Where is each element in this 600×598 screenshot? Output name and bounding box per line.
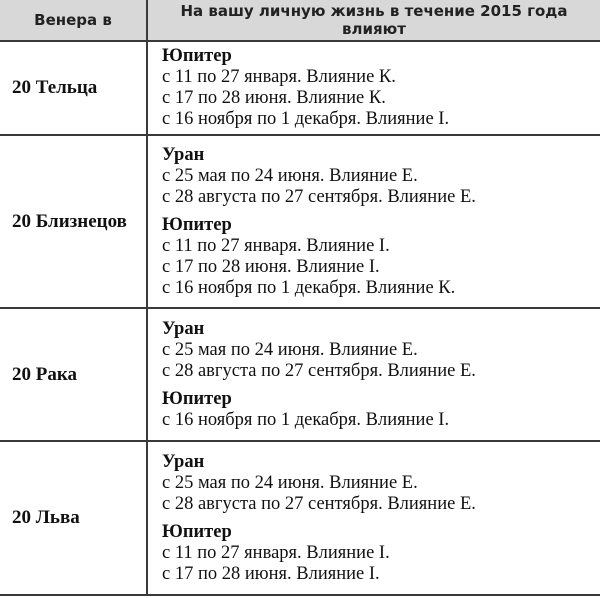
influence-period: с 28 августа по 27 сентября. Влияние Е. [162, 493, 476, 514]
planet-group: Юпитер с 16 ноября по 1 декабря. Влияние … [162, 389, 600, 431]
header-influences: На вашу личную жизнь в течение 2015 года… [146, 0, 600, 42]
influence-period: с 17 по 28 июня. Влияние I. [162, 256, 380, 277]
venus-position: 20 Рака [0, 307, 148, 442]
venus-position: 20 Близнецов [0, 134, 148, 309]
planet-name: Юпитер [162, 521, 232, 542]
table-row: 20 Рака Уран с 25 мая по 24 июня. Влияние … [0, 307, 600, 442]
planet-group: Уран с 25 мая по 24 июня. Влияние Е. с 28 … [162, 452, 600, 515]
influences-cell: Уран с 25 мая по 24 июня. Влияние Е. с 28 … [146, 307, 600, 442]
influence-period: с 11 по 27 января. Влияние К. [162, 67, 396, 87]
influences-cell: Юпитер с 11 по 27 января. Влияние К. с 17 … [146, 40, 600, 136]
influence-period: с 16 ноября по 1 декабря. Влияние I. [162, 109, 450, 129]
influence-period: с 11 по 27 января. Влияние I. [162, 235, 390, 256]
influence-period: с 16 ноября по 1 декабря. Влияние К. [162, 277, 456, 298]
header-venus: Венера в [0, 0, 148, 42]
influence-period: с 17 по 28 июня. Влияние I. [162, 563, 380, 584]
planet-name: Уран [162, 318, 205, 339]
planet-name: Уран [162, 144, 205, 165]
planet-name: Юпитер [162, 214, 232, 235]
table-row: 20 Близнецов Уран с 25 мая по 24 июня. Вли… [0, 134, 600, 309]
influence-period: с 28 августа по 27 сентября. Влияние Е. [162, 186, 476, 207]
planet-group: Юпитер с 11 по 27 января. Влияние К. с 17 … [162, 46, 600, 130]
influence-period: с 17 по 28 июня. Влияние К. [162, 88, 386, 108]
venus-position: 20 Тельца [0, 40, 148, 136]
planet-group: Юпитер с 11 по 27 января. Влияние I. с 17 … [162, 522, 600, 585]
planet-group: Уран с 25 мая по 24 июня. Влияние Е. с 28 … [162, 319, 600, 382]
influence-period: с 25 мая по 24 июня. Влияние Е. [162, 339, 418, 360]
influence-period: с 25 мая по 24 июня. Влияние Е. [162, 472, 418, 493]
influences-cell: Уран с 25 мая по 24 июня. Влияние Е. с 28 … [146, 440, 600, 596]
influences-cell: Уран с 25 мая по 24 июня. Влияние Е. с 28 … [146, 134, 600, 309]
influence-period: с 28 августа по 27 сентября. Влияние Е. [162, 360, 476, 381]
venus-position: 20 Льва [0, 440, 148, 596]
influence-period: с 11 по 27 января. Влияние I. [162, 542, 390, 563]
planet-name: Уран [162, 451, 205, 472]
planet-name: Юпитер [162, 388, 232, 409]
table-row: 20 Льва Уран с 25 мая по 24 июня. Влияние … [0, 440, 600, 596]
table-row: 20 Тельца Юпитер с 11 по 27 января. Влияни… [0, 40, 600, 136]
planet-name: Юпитер [162, 46, 232, 66]
planet-group: Юпитер с 11 по 27 января. Влияние I. с 17 … [162, 215, 600, 299]
influence-period: с 25 мая по 24 июня. Влияние Е. [162, 165, 418, 186]
influence-period: с 16 ноября по 1 декабря. Влияние I. [162, 409, 450, 430]
header-row: Венера в На вашу личную жизнь в течение … [0, 0, 600, 42]
planet-group: Уран с 25 мая по 24 июня. Влияние Е. с 28 … [162, 145, 600, 208]
